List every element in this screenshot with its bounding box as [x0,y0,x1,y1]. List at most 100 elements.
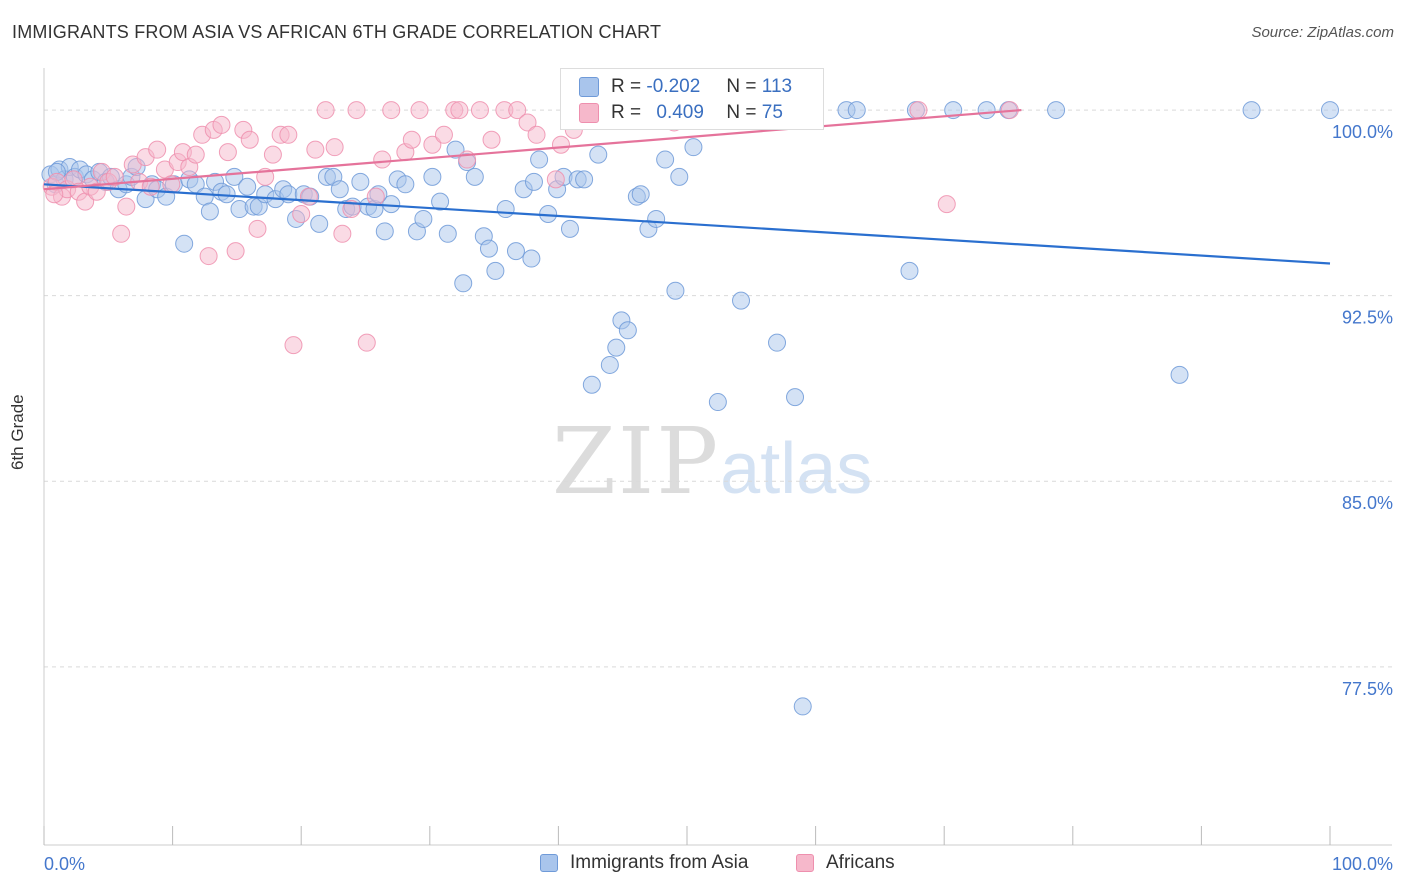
asia-point [1047,101,1066,120]
africans-point [218,143,237,162]
asia-point [465,167,484,186]
africans-point [279,125,298,144]
africans-point [373,150,392,169]
asia-point [486,261,505,280]
africans-point [410,101,429,120]
asia-point [786,388,805,407]
africans-point [148,140,167,159]
asia-point [454,274,473,293]
asia-point [396,175,415,194]
asia-point [1242,101,1261,120]
watermark: ZIPatlas [552,408,872,515]
stats-row-africans: R = 0.409 N = 75 [579,100,783,126]
africans-point [347,101,366,120]
asia-point [530,150,549,169]
africans-point [546,170,565,189]
tick-labels: 100.0% 92.5% 85.0% 77.5% 0.0% 100.0% [44,122,1393,874]
africans-point [248,219,267,238]
africans-point [527,125,546,144]
asia-point [479,239,498,258]
africans-point [434,125,453,144]
asia-point [582,375,601,394]
asia-point [524,172,543,191]
africans-r-value: 0.409 [656,102,704,123]
asia-point [1321,101,1339,120]
africans-point [186,145,205,164]
bottom-legend: Immigrants from Asia Africans [0,850,1406,880]
asia-point [560,219,579,238]
africans-point [112,224,131,243]
asia-point [431,192,450,211]
asia-point [200,202,219,221]
watermark-atlas: atlas [720,429,873,509]
asia-point [175,234,194,253]
axes [43,68,1392,846]
africans-point [470,101,489,120]
legend-asia-swatch [540,854,558,872]
asia-point [238,177,257,196]
asia-point [793,697,812,716]
africans-point [909,101,928,120]
x-tick-label-max: 100.0% [1332,854,1393,874]
trend-line-africans [43,108,1022,191]
asia-point [708,393,727,412]
watermark-zip: ZIP [552,408,721,515]
y-tick-label: 92.5% [1342,308,1393,328]
legend-africans-swatch [796,854,814,872]
asia-r-label: R = [611,76,642,97]
asia-point [600,355,619,374]
asia-point [575,170,594,189]
africans-point [306,140,325,159]
asia-swatch [579,77,599,97]
africans-point [199,247,218,266]
legend-item-asia[interactable]: Immigrants from Asia [540,852,748,874]
africans-point [325,138,344,157]
africans-point [551,135,570,154]
africans-point [357,333,376,352]
asia-point [375,222,394,241]
africans-point [316,101,335,120]
y-tick-label: 85.0% [1342,493,1393,513]
stats-row-asia: R = -0.202 N = 113 [579,74,792,100]
asia-point [438,224,457,243]
africans-point [117,197,136,216]
asia-point [330,180,349,199]
asia-r-value: -0.202 [646,76,701,97]
asia-point [414,209,433,228]
asia-point [589,145,608,164]
asia-point [446,140,465,159]
asia-point [631,185,650,204]
series-africans-points [42,101,1019,355]
asia-point [900,261,919,280]
asia-point [768,333,787,352]
legend-item-africans[interactable]: Africans [796,852,895,874]
asia-point [684,138,703,157]
africans-point [482,130,501,149]
asia-point [670,167,689,186]
asia-point [847,101,866,120]
africans-point [299,187,318,206]
asia-point [496,200,515,219]
asia-point [506,242,525,261]
africans-point [508,101,527,120]
asia-point [423,167,442,186]
africans-swatch [579,103,599,123]
africans-point [366,187,385,206]
asia-point [607,338,626,357]
africans-point [402,130,421,149]
asia-point [656,150,675,169]
asia-point [1170,365,1189,384]
africans-point [333,224,352,243]
africans-point [105,167,124,186]
asia-point [647,209,666,228]
africans-point [518,113,537,132]
asia-point [732,291,751,310]
asia-n-label: N = [726,76,757,97]
asia-point [522,249,541,268]
legend-africans-label: Africans [826,852,895,873]
asia-point [977,101,996,120]
source-label: Source: ZipAtlas.com [1251,24,1394,41]
africans-point [263,145,282,164]
africans-point [342,200,361,219]
africans-point [450,101,469,120]
